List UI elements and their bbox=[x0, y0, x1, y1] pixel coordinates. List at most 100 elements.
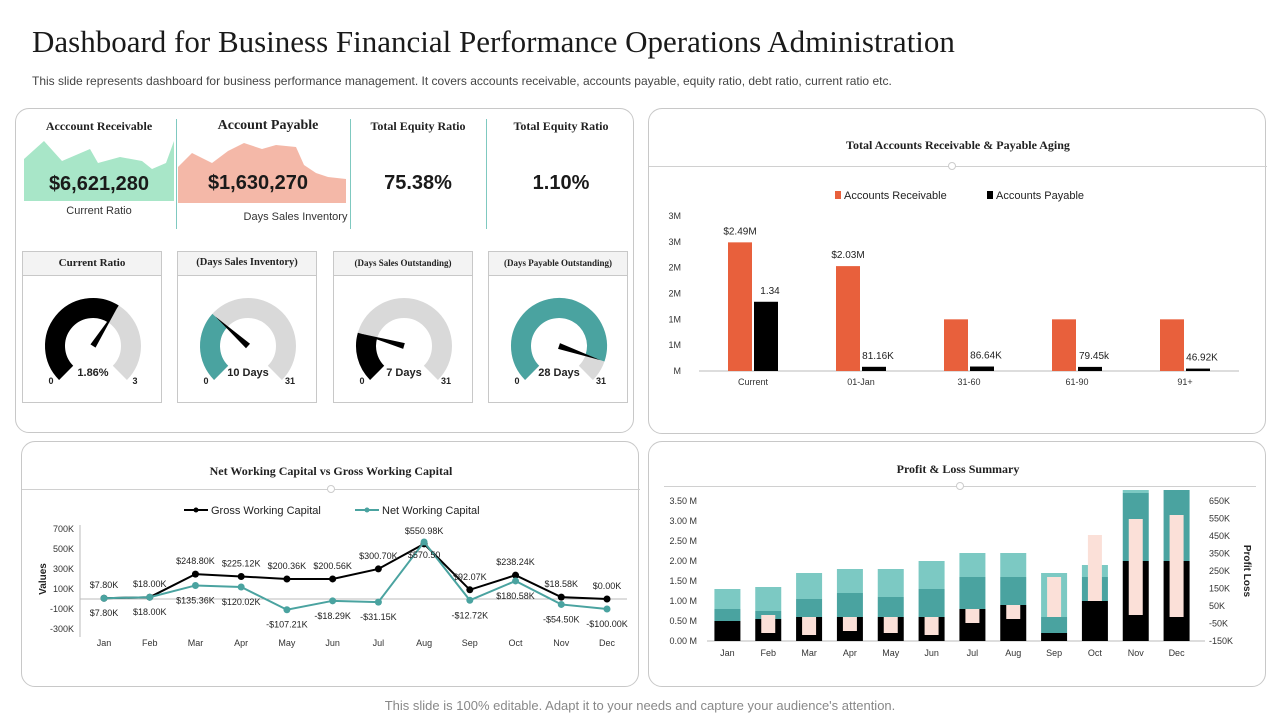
gauge-title: Current Ratio bbox=[23, 252, 161, 276]
data-label: 46.92K bbox=[1186, 353, 1218, 364]
kpi-value: 1.10% bbox=[532, 172, 590, 194]
data-label: $18.00K bbox=[133, 579, 167, 589]
profit-loss-bar bbox=[842, 617, 857, 631]
pl-chart: 0.00 M 0.50 M 1.00 M 1.50 M 2.00 M 2.50 M 3.00… bbox=[669, 490, 1252, 658]
data-point bbox=[329, 597, 337, 605]
bar bbox=[836, 266, 860, 371]
data-label: $0.00K bbox=[593, 581, 622, 591]
profit-loss-bar bbox=[1047, 577, 1062, 617]
y-tick-label: 2.00 M bbox=[669, 556, 697, 566]
y-axis-label: Values bbox=[38, 563, 49, 595]
y-tick-label: 0.00 M bbox=[669, 636, 697, 646]
legend-swatch bbox=[835, 191, 841, 199]
x-tick-label: Apr bbox=[843, 648, 857, 658]
stack-segment bbox=[918, 589, 945, 617]
y-tick-label: 0.50 M bbox=[669, 616, 697, 626]
profit-loss-bar bbox=[924, 617, 939, 635]
data-point bbox=[420, 538, 428, 546]
bar bbox=[1052, 319, 1076, 371]
gauge-min: 0 bbox=[514, 376, 519, 386]
kpi-account-receivable: Acccount Receivable $6,621,280 Current R… bbox=[24, 109, 174, 227]
profit-loss-bar bbox=[1087, 535, 1102, 601]
profit-loss-bar bbox=[761, 615, 776, 633]
data-label: $238.24K bbox=[496, 557, 535, 567]
y2-tick-label: 350K bbox=[1209, 549, 1230, 559]
data-label: $570.50 bbox=[408, 550, 441, 560]
stack-segment bbox=[877, 569, 904, 597]
gauge-svg: 28 Days 0 31 bbox=[511, 298, 607, 386]
data-point bbox=[557, 593, 565, 601]
rule-dot bbox=[956, 482, 964, 490]
gauge-svg: 7 Days 0 31 bbox=[356, 298, 452, 386]
gauge-value: 10 Days bbox=[227, 367, 269, 379]
y2-tick-label: 50K bbox=[1209, 601, 1225, 611]
stack-segment bbox=[714, 621, 741, 641]
chart-title: Profit & Loss Summary bbox=[896, 462, 1020, 476]
kpi-panel: Acccount Receivable $6,621,280 Current R… bbox=[15, 108, 634, 433]
data-label: 86.64K bbox=[970, 351, 1002, 362]
gauge-fill bbox=[511, 298, 607, 380]
data-point bbox=[603, 605, 611, 613]
gauge-min: 0 bbox=[48, 376, 53, 386]
data-label: $2.49M bbox=[723, 226, 756, 237]
stack-segment bbox=[714, 589, 741, 609]
y-tick-label: 700K bbox=[53, 524, 74, 534]
data-point bbox=[191, 570, 199, 578]
gauge-title: (Days Payable Outstanding) bbox=[489, 252, 627, 276]
gauge-max: 3 bbox=[132, 376, 137, 386]
data-point bbox=[146, 593, 154, 601]
x-tick-label: Dec bbox=[599, 638, 616, 648]
stack-segment bbox=[959, 577, 986, 609]
y-tick-label: 2M bbox=[668, 263, 681, 273]
gauge-svg: 1.86% 0 3 bbox=[45, 298, 141, 386]
y2-tick-label: -150K bbox=[1209, 636, 1233, 646]
y-tick-label: -100K bbox=[50, 604, 74, 614]
data-label: $2.03M bbox=[831, 250, 864, 261]
data-point bbox=[512, 577, 520, 585]
legend-label: Gross Working Capital bbox=[211, 505, 321, 517]
y2-tick-label: -50K bbox=[1209, 619, 1228, 629]
stack-segment bbox=[1122, 490, 1149, 493]
data-point bbox=[283, 575, 291, 583]
data-point bbox=[283, 606, 291, 614]
x-tick-label: 91+ bbox=[1177, 377, 1192, 387]
kpi-label: Account Payable bbox=[217, 118, 319, 133]
data-label: $300.70K bbox=[359, 551, 398, 561]
gauge-title: (Days Sales Inventory) bbox=[178, 252, 316, 276]
data-point bbox=[100, 594, 108, 602]
kpi-total-equity-ratio-2: Total Equity Ratio 1.10% bbox=[488, 109, 634, 227]
data-label: -$54.50K bbox=[543, 614, 580, 624]
y-tick-label: 300K bbox=[53, 564, 74, 574]
gauge-days-payable-outstanding: (Days Payable Outstanding) 28 Days 0 31 bbox=[488, 251, 628, 403]
aging-chart-panel: Total Accounts Receivable & Payable Agin… bbox=[648, 108, 1267, 434]
pl-chart-panel: Profit & Loss Summary 0.00 M 0.50 M 1.00 M… bbox=[648, 441, 1266, 687]
bar bbox=[1078, 366, 1102, 371]
x-tick-label: Jan bbox=[97, 638, 112, 648]
x-tick-label: Jul bbox=[967, 648, 979, 658]
data-label: $200.36K bbox=[268, 561, 307, 571]
x-tick-label: Nov bbox=[1128, 648, 1145, 658]
y-tick-label: 3.00 M bbox=[669, 516, 697, 526]
gauge-needle bbox=[558, 343, 601, 361]
y-tick-label: 1M bbox=[668, 314, 681, 324]
kpi-sparkline bbox=[24, 141, 174, 201]
legend-marker bbox=[364, 507, 370, 513]
bar bbox=[862, 366, 886, 371]
x-tick-label: Feb bbox=[760, 648, 776, 658]
stack-segment bbox=[1041, 633, 1068, 641]
title-rule bbox=[649, 166, 1267, 167]
data-label: $135.36K bbox=[176, 595, 215, 605]
legend-marker bbox=[193, 507, 199, 513]
data-label: $18.00K bbox=[133, 607, 167, 617]
stack-segment bbox=[877, 597, 904, 617]
kpi-value: $1,630,270 bbox=[207, 172, 309, 194]
stack-segment bbox=[959, 553, 986, 577]
profit-loss-bar bbox=[965, 609, 980, 623]
kpi-divider bbox=[486, 119, 487, 229]
stack-segment bbox=[1000, 553, 1027, 577]
y2-tick-label: 550K bbox=[1209, 514, 1230, 524]
gauge-min: 0 bbox=[359, 376, 364, 386]
x-tick-label: 31-60 bbox=[957, 377, 980, 387]
x-tick-label: Mar bbox=[801, 648, 817, 658]
kpi-total-equity-ratio: Total Equity Ratio 75.38% bbox=[352, 109, 484, 227]
